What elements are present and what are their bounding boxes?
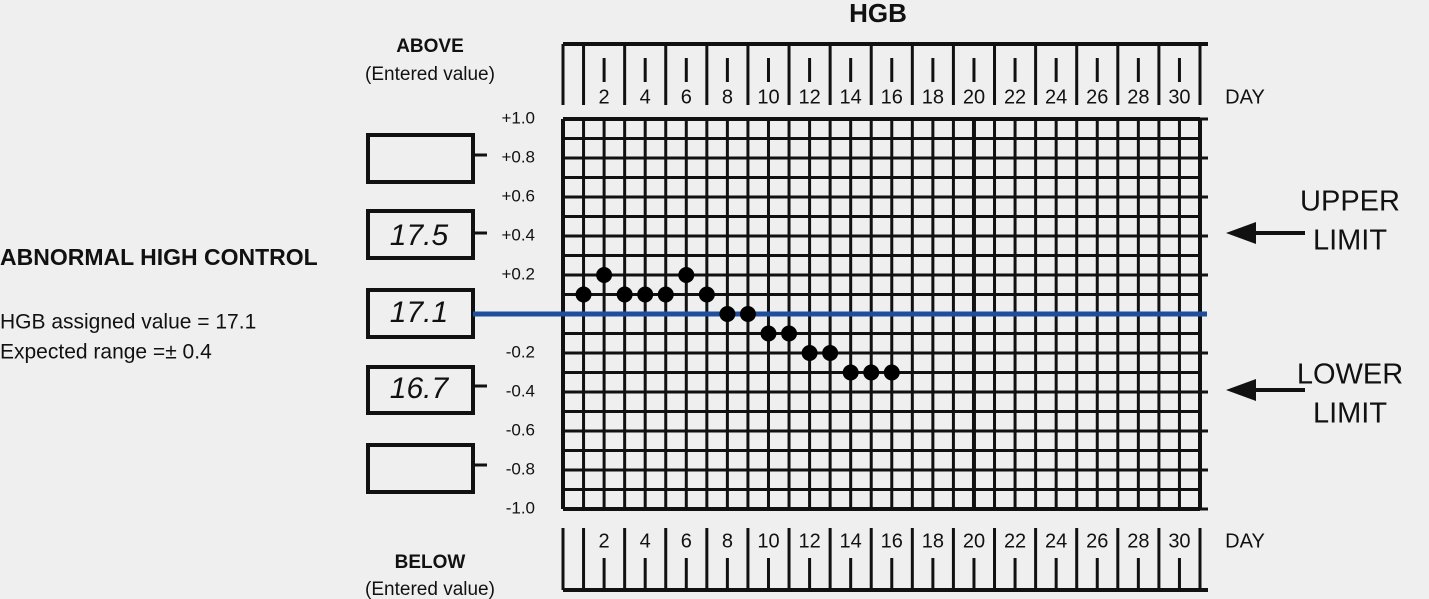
entered-value: 17.5 [390,219,449,252]
limit-arrows [1226,222,1305,401]
data-point [719,306,736,322]
control-line: HGB assigned value = 17.1 [0,311,256,334]
arrow-head [1226,379,1256,401]
x-tick-label: 22 [1004,530,1026,552]
upper-limit-label: UPPER [1300,186,1400,218]
data-point [863,364,880,381]
x-tick-label: 2 [599,530,610,552]
x-tick-label: 10 [757,530,779,552]
x-tick-label: 26 [1086,86,1108,108]
data-point [596,267,613,283]
data-point [739,306,756,322]
control-title: ABNORMAL HIGH CONTROL [0,244,318,270]
x-tick-label: 30 [1168,86,1190,108]
x-axis-label: DAY [1225,530,1265,552]
x-tick-label: 28 [1127,530,1149,552]
data-point [678,267,695,283]
x-tick-label: 18 [922,530,944,552]
x-tick-label: 12 [798,86,820,108]
chart-title: HGB [849,0,907,28]
y-tick-label: -0.8 [506,459,535,478]
x-axis-label: DAY [1225,86,1265,108]
lower-limit-label: LIMIT [1313,398,1387,430]
data-point [637,286,654,303]
data-point [822,345,839,361]
y-tick-label: -0.2 [506,342,535,361]
y-tick-label: +1.0 [501,108,535,127]
data-point [883,364,900,381]
entry-box [366,365,475,415]
entered-value: 17.1 [390,296,448,329]
x-tick-label: 6 [681,86,692,108]
y-tick-label: +0.8 [501,147,535,166]
x-tick-label: 14 [840,530,862,552]
x-tick-label: 16 [881,530,903,552]
x-tick-label: 18 [922,86,944,108]
data-point [801,345,818,361]
entry-box [366,443,475,494]
y-tick-label: -0.4 [506,381,535,400]
below-sublabel: (Entered value) [365,579,495,599]
y-tick-label: +0.4 [501,225,535,244]
data-point [575,286,592,303]
x-tick-label: 8 [722,530,733,552]
y-tick-label: -0.6 [506,420,535,439]
above-sublabel: (Entered value) [365,64,495,85]
data-point [657,286,674,303]
control-line: Expected range =± 0.4 [0,341,212,364]
y-tick-label: -1.0 [506,498,535,517]
x-tick-label: 10 [757,86,779,108]
x-tick-label: 4 [640,530,651,552]
x-tick-label: 4 [640,86,651,108]
x-tick-label: 8 [722,86,733,108]
data-point [698,286,715,303]
y-tick-label: +0.6 [501,186,535,205]
x-tick-label: 6 [681,530,692,552]
arrow-head [1226,222,1256,244]
data-point [616,286,633,303]
x-tick-label: 20 [963,86,985,108]
above-label: ABOVE [396,36,464,57]
entry-box [366,133,475,184]
x-tick-label: 16 [881,86,903,108]
data-point [842,364,859,381]
x-tick-label: 28 [1127,86,1149,108]
x-tick-label: 2 [599,86,610,108]
y-tick-label: +0.2 [501,264,535,283]
x-tick-label: 14 [840,86,862,108]
x-tick-label: 12 [798,530,820,552]
x-tick-label: 30 [1168,530,1190,552]
x-tick-label: 22 [1004,86,1026,108]
upper-limit-label: LIMIT [1313,225,1387,257]
x-tick-label: 24 [1045,86,1067,108]
x-tick-label: 20 [963,530,985,552]
below-label: BELOW [395,552,466,573]
lower-limit-label: LOWER [1297,359,1403,391]
data-point [781,325,798,342]
x-tick-label: 24 [1045,530,1067,552]
data-point [760,325,777,342]
x-tick-label: 26 [1086,530,1108,552]
entered-value: 16.7 [390,372,450,405]
